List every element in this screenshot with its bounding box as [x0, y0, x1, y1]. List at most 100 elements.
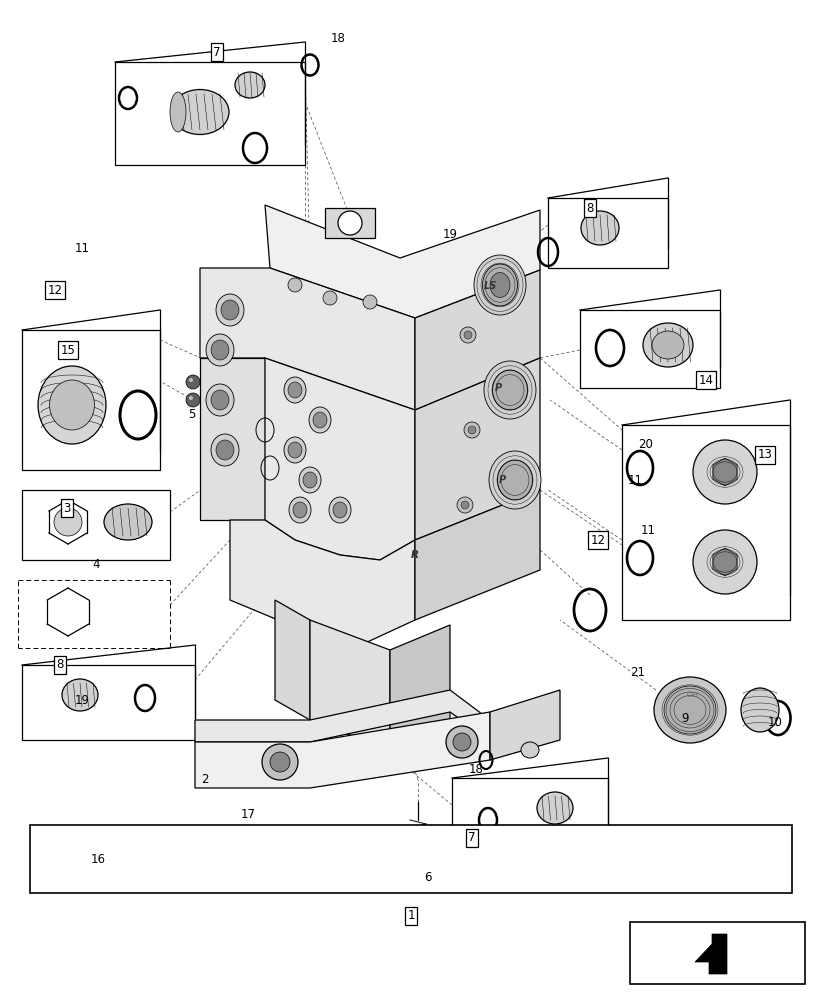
Polygon shape	[310, 620, 390, 750]
Text: 4: 4	[92, 558, 100, 572]
Polygon shape	[390, 625, 450, 750]
Polygon shape	[451, 778, 607, 848]
Ellipse shape	[170, 92, 186, 132]
Polygon shape	[274, 600, 310, 720]
Circle shape	[287, 278, 301, 292]
Polygon shape	[414, 270, 540, 410]
Ellipse shape	[492, 370, 527, 410]
Bar	[324, 208, 374, 238]
Text: 18: 18	[468, 763, 483, 776]
Text: 8: 8	[57, 658, 64, 672]
Circle shape	[460, 501, 468, 509]
Ellipse shape	[520, 742, 538, 758]
Ellipse shape	[536, 792, 572, 824]
Text: 5: 5	[188, 408, 196, 422]
Polygon shape	[200, 358, 265, 520]
Ellipse shape	[333, 502, 346, 518]
Polygon shape	[195, 690, 490, 742]
Polygon shape	[712, 458, 736, 486]
Polygon shape	[414, 490, 540, 620]
Bar	[629, 922, 804, 984]
Ellipse shape	[287, 382, 301, 398]
Text: 11: 11	[627, 474, 642, 487]
Text: 17: 17	[240, 808, 256, 821]
Circle shape	[692, 530, 756, 594]
Text: 19: 19	[442, 229, 457, 241]
Ellipse shape	[104, 504, 152, 540]
Bar	[30, 825, 791, 893]
Polygon shape	[22, 665, 195, 740]
Circle shape	[468, 426, 475, 434]
Ellipse shape	[490, 272, 509, 298]
Ellipse shape	[38, 366, 106, 444]
Ellipse shape	[488, 451, 541, 509]
Polygon shape	[195, 712, 490, 788]
Text: LS: LS	[482, 281, 496, 291]
Text: 20: 20	[638, 438, 653, 452]
Text: 1: 1	[407, 909, 414, 922]
Circle shape	[452, 733, 470, 751]
Text: 13: 13	[757, 448, 771, 462]
Ellipse shape	[210, 390, 229, 410]
Polygon shape	[265, 358, 414, 560]
Ellipse shape	[303, 472, 317, 488]
Circle shape	[692, 440, 756, 504]
Ellipse shape	[283, 437, 305, 463]
Ellipse shape	[328, 497, 351, 523]
Circle shape	[188, 396, 192, 400]
Ellipse shape	[235, 72, 265, 98]
Circle shape	[464, 331, 472, 339]
Text: P: P	[494, 383, 501, 393]
Circle shape	[363, 295, 377, 309]
Text: 15: 15	[61, 344, 75, 357]
Ellipse shape	[215, 440, 233, 460]
Circle shape	[262, 744, 297, 780]
Circle shape	[459, 327, 475, 343]
Polygon shape	[695, 934, 726, 974]
Polygon shape	[579, 310, 719, 388]
Text: 11: 11	[75, 241, 89, 254]
Text: 9: 9	[681, 712, 688, 724]
Text: 7: 7	[468, 831, 475, 844]
Text: 19: 19	[75, 694, 89, 706]
Ellipse shape	[497, 460, 532, 500]
Ellipse shape	[740, 688, 778, 732]
Ellipse shape	[210, 434, 238, 466]
Text: R: R	[410, 550, 419, 560]
Text: 7: 7	[213, 46, 220, 59]
Polygon shape	[414, 358, 540, 540]
Circle shape	[323, 291, 337, 305]
Circle shape	[269, 752, 290, 772]
Ellipse shape	[206, 384, 233, 416]
Text: 14: 14	[698, 373, 713, 386]
Ellipse shape	[654, 677, 725, 743]
Text: 10: 10	[767, 716, 781, 728]
Ellipse shape	[663, 686, 715, 734]
Ellipse shape	[292, 502, 306, 518]
Text: 3: 3	[63, 502, 70, 514]
Ellipse shape	[313, 412, 327, 428]
Ellipse shape	[210, 340, 229, 360]
Text: 12: 12	[590, 534, 604, 546]
Ellipse shape	[309, 407, 331, 433]
Text: 12: 12	[48, 284, 62, 296]
Ellipse shape	[483, 361, 536, 419]
Polygon shape	[490, 690, 559, 760]
Polygon shape	[200, 268, 414, 410]
Text: 2: 2	[201, 773, 209, 786]
Ellipse shape	[62, 679, 98, 711]
Ellipse shape	[473, 255, 525, 315]
Ellipse shape	[287, 442, 301, 458]
Polygon shape	[622, 425, 789, 620]
Ellipse shape	[171, 90, 229, 135]
Text: 16: 16	[90, 853, 106, 866]
Circle shape	[186, 375, 200, 389]
Text: P: P	[498, 475, 505, 485]
Text: 21: 21	[630, 666, 645, 678]
Circle shape	[464, 422, 479, 438]
Text: 11: 11	[640, 524, 654, 536]
Text: 8: 8	[586, 202, 593, 215]
Ellipse shape	[288, 497, 310, 523]
Ellipse shape	[299, 467, 320, 493]
Ellipse shape	[642, 323, 692, 367]
